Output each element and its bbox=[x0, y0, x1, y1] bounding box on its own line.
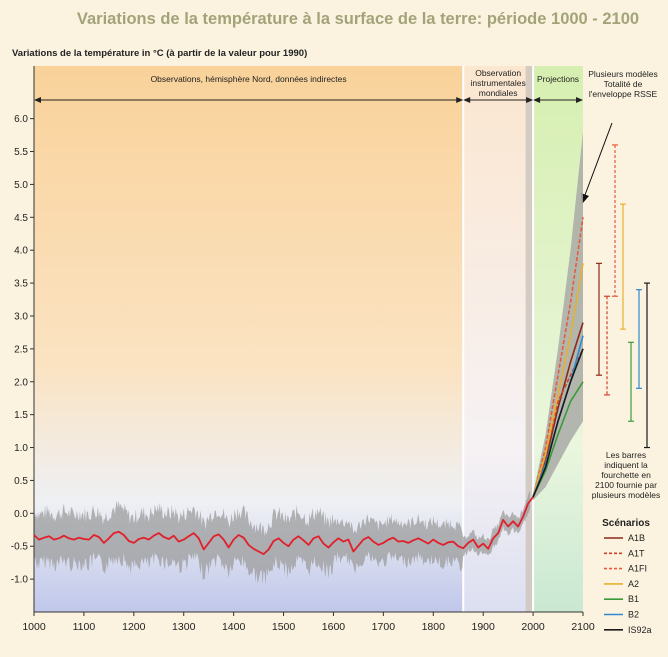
projection-envelope bbox=[533, 131, 583, 501]
period-label-indirect: Observations, hémisphère Nord, données i… bbox=[151, 74, 347, 84]
arrow-instrumental-head-left bbox=[463, 97, 471, 103]
scenario-range-bars bbox=[596, 144, 650, 449]
axes: -1.0 -0.5 0.0 0.5 1.0 1.5 2.0 2.5 3.0 3.5 4.0 4.5 5.… bbox=[11, 66, 595, 633]
legend-label-A2: A2 bbox=[628, 579, 639, 589]
y-tick-label: -1.0 bbox=[11, 575, 29, 586]
x-tick-label: 1500 bbox=[272, 621, 296, 633]
y-tick-label: 6.0 bbox=[14, 114, 28, 125]
arrow-indirect-head-left bbox=[34, 97, 41, 103]
x-tick-label: 1200 bbox=[122, 621, 146, 633]
scenario-line-A2 bbox=[532, 263, 584, 498]
x-tick-label: 1400 bbox=[222, 621, 246, 633]
legend-label-IS92a: IS92a bbox=[628, 625, 652, 635]
x-tick-label: 1600 bbox=[322, 621, 346, 633]
y-tick-label: 5.5 bbox=[14, 147, 28, 158]
y-tick-label: 2.5 bbox=[14, 344, 28, 355]
x-tick-label: 2100 bbox=[571, 621, 595, 633]
y-tick-label: 3.0 bbox=[14, 311, 28, 322]
scenario-lines bbox=[532, 217, 584, 498]
period-label-projections: Projections bbox=[537, 74, 579, 84]
arrow-projections-head-left bbox=[533, 97, 541, 103]
y-tick-label: 4.0 bbox=[14, 246, 28, 257]
scenario-line-B1 bbox=[532, 381, 584, 498]
scenario-line-A1FI bbox=[532, 217, 584, 498]
y-tick-label: 4.5 bbox=[14, 213, 28, 224]
legend-label-A1T: A1T bbox=[628, 548, 645, 558]
x-tick-label: 1000 bbox=[22, 621, 46, 633]
x-tick-label: 1100 bbox=[73, 621, 96, 633]
legend-label-B1: B1 bbox=[628, 594, 639, 604]
y-tick-label: 1.5 bbox=[14, 410, 28, 421]
envelope-label: Plusieurs modèles Totalité de l'enveloppe … bbox=[588, 69, 657, 99]
x-tick-label: 1300 bbox=[172, 621, 196, 633]
period-annotations: Observations, hémisphère Nord, données i… bbox=[34, 68, 660, 500]
y-tick-label: 2.0 bbox=[14, 377, 28, 388]
chart-title: Variations de la température à la surfac… bbox=[77, 10, 639, 28]
arrow-indirect-head-right bbox=[456, 97, 464, 103]
y-axis-label: Variations de la température in °C (à pa… bbox=[12, 48, 307, 59]
reconstruction-uncertainty-band bbox=[34, 490, 531, 586]
observed-line bbox=[33, 496, 534, 555]
overlap-strip bbox=[525, 66, 534, 612]
legend-label-A1FI: A1FI bbox=[628, 564, 647, 574]
x-tick-label: 2000 bbox=[521, 621, 545, 633]
y-tick-label: 0.0 bbox=[14, 509, 28, 520]
x-tick-label: 1900 bbox=[472, 621, 496, 633]
bars-note: Les barres indiquent la fourchette en 2100 … bbox=[592, 450, 661, 500]
y-tick-label: -0.5 bbox=[11, 542, 29, 553]
arrow-instrumental-head-right bbox=[526, 97, 534, 103]
legend-label-B2: B2 bbox=[628, 610, 639, 620]
x-tick-label: 1800 bbox=[422, 621, 446, 633]
legend-label-A1B: A1B bbox=[628, 533, 645, 543]
arrow-projections-head-right bbox=[576, 97, 583, 103]
x-tick-label: 1700 bbox=[372, 621, 396, 633]
envelope-area bbox=[533, 131, 583, 501]
period-label-instrumental: Observation instrumentales mondiales bbox=[471, 68, 526, 98]
observed-series bbox=[33, 496, 534, 555]
legend: Scénarios A1B A1T A1FI A2 B1 B2 IS92a bbox=[602, 518, 651, 635]
y-tick-label: 0.5 bbox=[14, 476, 28, 487]
y-tick-label: 5.0 bbox=[14, 180, 28, 191]
envelope-pointer bbox=[584, 122, 613, 196]
scenario-line-IS92a bbox=[532, 348, 584, 498]
uncertainty-band bbox=[34, 490, 531, 586]
y-tick-label: 1.0 bbox=[14, 443, 28, 454]
y-tick-label: 3.5 bbox=[14, 279, 28, 290]
legend-title: Scénarios bbox=[602, 518, 650, 529]
